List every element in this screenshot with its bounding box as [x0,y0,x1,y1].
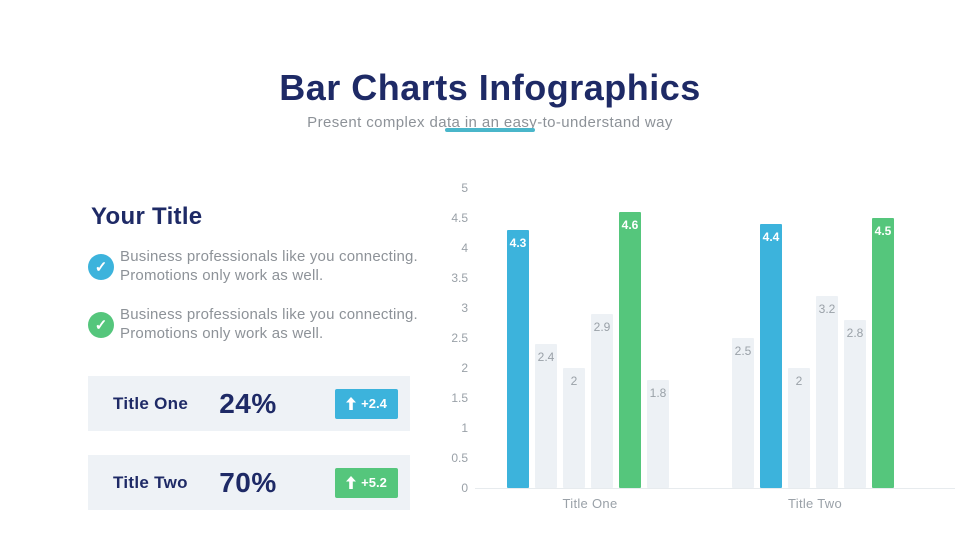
y-axis-tick-label: 3.5 [451,271,468,285]
grouped-bar-chart: 0 0.5 1 1.5 2 2.5 3 3.5 4 4.5 5 4.3 2.4 2 2.9 4.6 1.8 Ti… [440,160,980,535]
stat-label: Title Two [113,472,188,492]
bar-value-label: 2.8 [846,326,864,340]
bar-value-label: 4.5 [874,224,892,238]
up-arrow-icon [346,476,357,489]
check-circle-icon: ✓ [88,254,114,280]
stat-value: 24% [219,387,277,419]
bar-blue-4.3: 4.3 [507,230,529,488]
y-axis-tick-label: 1 [461,421,468,435]
bar-gray-2.9: 2.9 [591,314,613,488]
stat-delta-badge: +2.4 [335,388,398,419]
bullet-item-1: ✓ Business professionals like you connec… [88,247,418,285]
y-axis-tick-label: 3 [461,301,468,315]
bar-value-label: 2 [570,374,578,388]
y-axis-tick-label: 2.5 [451,331,468,345]
stat-row-title-two: Title Two 70% +5.2 [88,455,410,510]
stat-delta-value: +2.4 [361,396,387,411]
bullet-line: Business professionals like you connecti… [120,306,418,323]
bar-value-label: 2 [795,374,803,388]
x-axis-category-label: Title Two [788,496,842,511]
title-underline-decoration [445,128,535,132]
bar-gray-2.4: 2.4 [535,344,557,488]
y-axis-tick-label: 5 [461,181,468,195]
stat-delta-value: +5.2 [361,475,387,490]
bar-value-label: 4.6 [621,218,639,232]
bar-green-4.6: 4.6 [619,212,641,488]
stat-delta-badge: +5.2 [335,467,398,498]
bar-gray-2.8: 2.8 [844,320,866,488]
bullet-text: Business professionals like you connecti… [120,305,418,343]
x-axis-category-label: Title One [562,496,618,511]
y-axis-tick-label: 4 [461,241,468,255]
bullet-line: Business professionals like you connecti… [120,248,418,265]
y-axis-tick-label: 0.5 [451,451,468,465]
bar-value-label: 2.5 [734,344,752,358]
bullet-line: Promotions only work as well. [120,267,324,284]
y-axis-tick-label: 1.5 [451,391,468,405]
bullet-line: Promotions only work as well. [120,325,324,342]
bar-gray-2: 2 [788,368,810,488]
bar-gray-1.8: 1.8 [647,380,669,488]
bar-gray-2.5: 2.5 [732,338,754,488]
bar-value-label: 4.3 [509,236,527,250]
bar-value-label: 4.4 [762,230,780,244]
bar-group-title-one: 4.3 2.4 2 2.9 4.6 1.8 Title One [507,188,673,511]
bar-group-title-two: 2.5 4.4 2 3.2 2.8 4.5 Title Two [732,188,898,511]
up-arrow-icon [346,397,357,410]
bar-value-label: 2.4 [537,350,555,364]
page-subtitle: Present complex data in an easy-to-under… [307,114,673,131]
bar-blue-4.4: 4.4 [760,224,782,488]
bar-value-label: 2.9 [593,320,611,334]
y-axis-tick-label: 0 [461,481,468,495]
section-title: Your Title [91,202,203,230]
bullet-item-2: ✓ Business professionals like you connec… [88,305,418,343]
y-axis-tick-label: 2 [461,361,468,375]
stat-label: Title One [113,393,189,413]
bar-gray-2: 2 [563,368,585,488]
chart-plot-area: 4.3 2.4 2 2.9 4.6 1.8 Title One 2.5 4.4 2 3.2 2.8 4.… [475,188,955,511]
check-circle-icon: ✓ [88,312,114,338]
bar-value-label: 1.8 [649,386,667,400]
bar-value-label: 3.2 [818,302,836,316]
bar-gray-3.2: 3.2 [816,296,838,488]
bullet-text: Business professionals like you connecti… [120,247,418,285]
y-axis-tick-label: 4.5 [451,211,468,225]
stat-value: 70% [219,466,277,498]
stat-row-title-one: Title One 24% +2.4 [88,376,410,431]
page-title: Bar Charts Infographics [279,67,701,109]
bar-green-4.5: 4.5 [872,218,894,488]
